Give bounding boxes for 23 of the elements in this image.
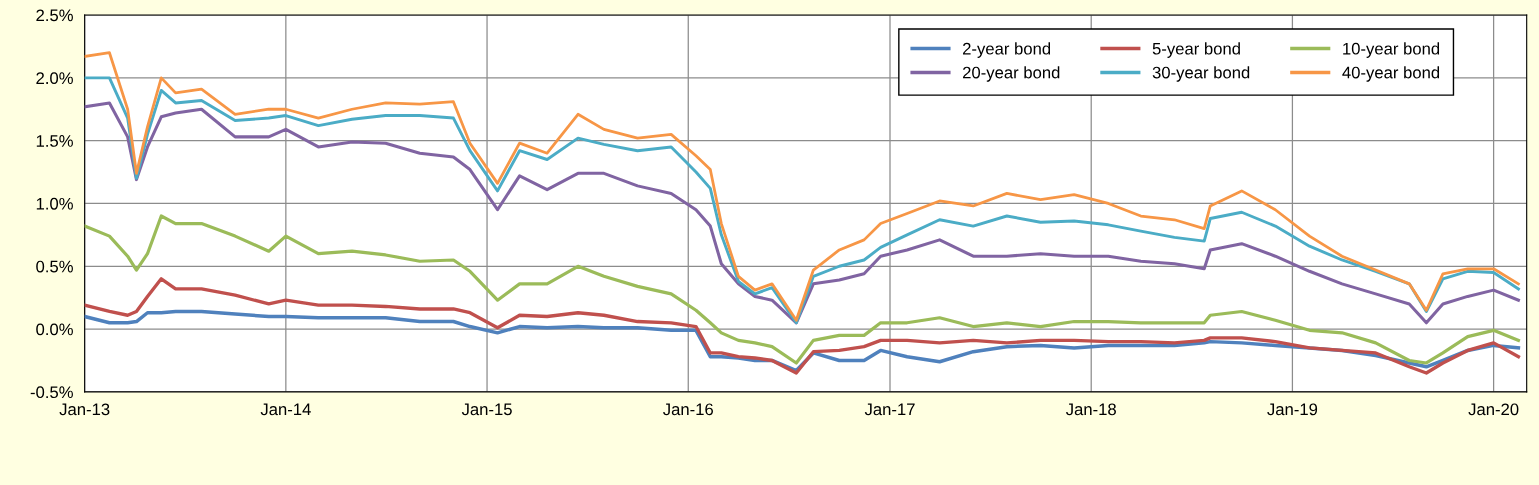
x-tick-label: Jan-18: [1065, 403, 1116, 416]
legend-label: 30-year bond: [1152, 66, 1250, 82]
x-tick-label: Jan-16: [663, 403, 713, 416]
x-tick-label: Jan-20: [1468, 403, 1519, 416]
y-tick-label: 1.5%: [36, 135, 73, 147]
line-series: [84, 277, 1521, 375]
y-tick-label: 1.0%: [36, 197, 73, 210]
legend-label: 2-year bond: [963, 42, 1051, 58]
x-tick-label: Jan-13: [59, 403, 110, 416]
line-series: [84, 214, 1521, 365]
y-tick-label: 0.0%: [36, 323, 73, 336]
y-tick-label: -0.5%: [30, 386, 73, 399]
legend-label: 40-year bond: [1342, 66, 1440, 82]
x-tick-label: Jan-14: [260, 403, 311, 416]
legend-label: 5-year bond: [1152, 42, 1240, 58]
y-tick-label: 2.5%: [36, 9, 73, 22]
x-tick-label: Jan-19: [1267, 403, 1318, 416]
legend-label: 20-year bond: [963, 66, 1060, 82]
x-tick-label: Jan-17: [864, 403, 915, 416]
y-tick-label: 2.0%: [36, 72, 73, 85]
legend-label: 10-year bond: [1343, 42, 1440, 58]
y-tick-label: 0.5%: [36, 260, 73, 273]
x-tick-label: Jan-15: [461, 403, 512, 416]
